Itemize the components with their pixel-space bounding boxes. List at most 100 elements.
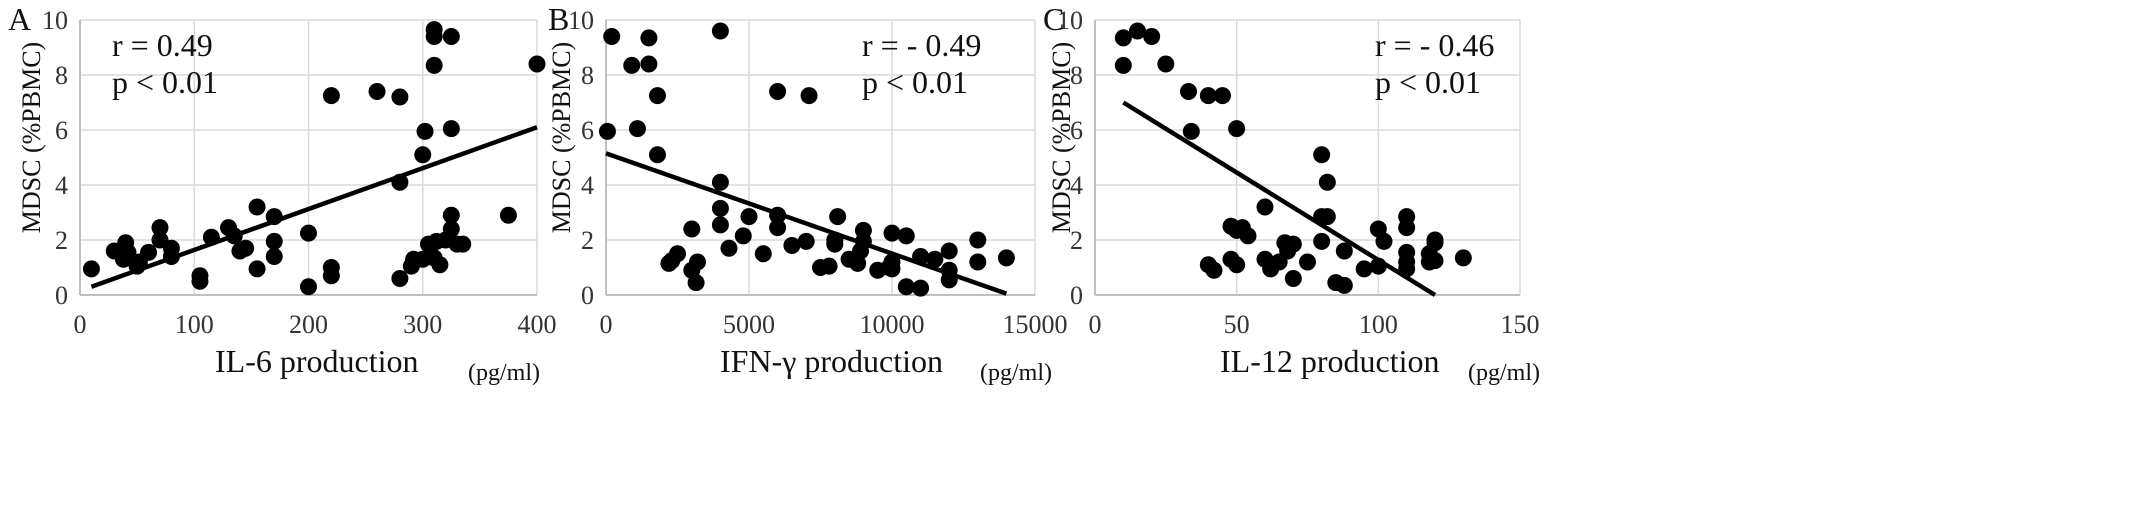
data-point: [883, 253, 901, 271]
y-tick-label: 6: [1070, 116, 1083, 145]
x-tick-label: 100: [1359, 310, 1398, 339]
data-point: [711, 199, 729, 217]
y-tick-label: 6: [55, 116, 68, 145]
data-point: [1214, 87, 1231, 105]
panel-letter: B: [548, 1, 569, 37]
x-axis-unit: (pg/ml): [468, 360, 540, 386]
data-point: [119, 243, 137, 261]
data-point: [414, 146, 432, 164]
data-point: [1256, 198, 1274, 216]
y-tick-label: 2: [581, 226, 594, 255]
data-point: [1318, 208, 1336, 226]
data-point: [1398, 243, 1416, 261]
trend-line: [1122, 100, 1437, 297]
data-point: [689, 253, 707, 271]
data-point: [237, 239, 255, 257]
x-axis-label: IL-6 production: [215, 343, 419, 379]
data-point: [442, 220, 460, 238]
data-point: [1114, 56, 1132, 74]
y-tick-label: 0: [55, 281, 68, 310]
data-point: [82, 260, 100, 278]
data-point: [1318, 173, 1336, 191]
data-point: [1239, 227, 1257, 245]
data-point: [720, 239, 738, 257]
data-point: [734, 227, 752, 245]
y-axis-label: MDSC (%PBMC): [1047, 42, 1076, 233]
x-tick-label: 0: [1089, 310, 1102, 339]
data-point: [528, 55, 546, 73]
y-tick-label: 2: [1070, 226, 1083, 255]
data-point: [442, 206, 460, 224]
x-tick-label: 150: [1501, 310, 1540, 339]
data-point: [499, 206, 517, 224]
data-point: [248, 198, 266, 216]
y-tick-label: 4: [581, 171, 594, 200]
data-point: [1454, 249, 1472, 267]
data-point: [1228, 120, 1246, 138]
data-point: [683, 220, 701, 238]
data-point: [711, 22, 729, 40]
y-axis-label: MDSC (%PBMC): [547, 42, 576, 233]
p-annotation: p < 0.01: [862, 64, 968, 100]
data-point: [368, 83, 386, 100]
x-axis-unit: (pg/ml): [1468, 360, 1540, 386]
data-point: [648, 87, 666, 105]
trend-line: [605, 151, 1008, 296]
data-point: [454, 235, 472, 253]
data-point: [1180, 83, 1197, 100]
data-point: [623, 56, 641, 74]
data-point: [754, 245, 772, 263]
y-tick-label: 8: [55, 61, 68, 90]
y-tick-label: 0: [581, 281, 594, 310]
x-tick-label: 300: [403, 310, 442, 339]
panel-letter: A: [8, 1, 31, 37]
x-tick-label: 50: [1224, 310, 1250, 339]
x-tick-label: 10000: [860, 310, 925, 339]
data-point: [442, 28, 460, 45]
data-point: [648, 146, 666, 164]
data-point: [425, 56, 443, 74]
y-tick-label: 4: [1070, 171, 1083, 200]
y-tick-label: 4: [55, 171, 68, 200]
data-point: [797, 232, 815, 250]
data-point: [248, 260, 266, 278]
y-tick-label: 10: [1057, 6, 1083, 35]
data-point: [912, 279, 930, 297]
data-point: [322, 259, 340, 276]
data-point: [1129, 22, 1146, 40]
panel-letter: C: [1043, 1, 1064, 37]
data-point: [1182, 122, 1200, 140]
data-point: [854, 221, 872, 239]
data-point: [800, 87, 818, 105]
data-point: [897, 278, 915, 296]
data-point: [598, 122, 616, 140]
data-point: [769, 83, 787, 100]
data-point: [740, 208, 758, 226]
data-point: [628, 120, 646, 138]
data-point: [1143, 28, 1161, 45]
data-point: [140, 243, 158, 261]
data-point: [711, 173, 729, 191]
data-point: [416, 122, 434, 140]
y-tick-label: 10: [568, 6, 594, 35]
x-tick-label: 5000: [723, 310, 775, 339]
data-point: [1199, 87, 1217, 105]
data-point: [997, 249, 1015, 267]
data-point: [1335, 276, 1353, 294]
panel-b: 0 2 4 6 8 10 0 5000 10000 15000 r = - 0.49p < 0.01…: [547, 1, 1068, 386]
p-annotation: p < 0.01: [1375, 64, 1481, 100]
data-point: [969, 253, 987, 271]
y-tick-label: 10: [42, 6, 68, 35]
r-annotation: r = - 0.49: [862, 27, 981, 63]
data-point: [431, 256, 449, 274]
data-point: [829, 208, 847, 226]
data-point: [391, 88, 409, 106]
data-point: [711, 216, 729, 234]
trend-line: [90, 125, 538, 289]
r-annotation: r = - 0.46: [1375, 27, 1494, 63]
x-tick-label: 0: [600, 310, 613, 339]
y-tick-label: 2: [55, 226, 68, 255]
